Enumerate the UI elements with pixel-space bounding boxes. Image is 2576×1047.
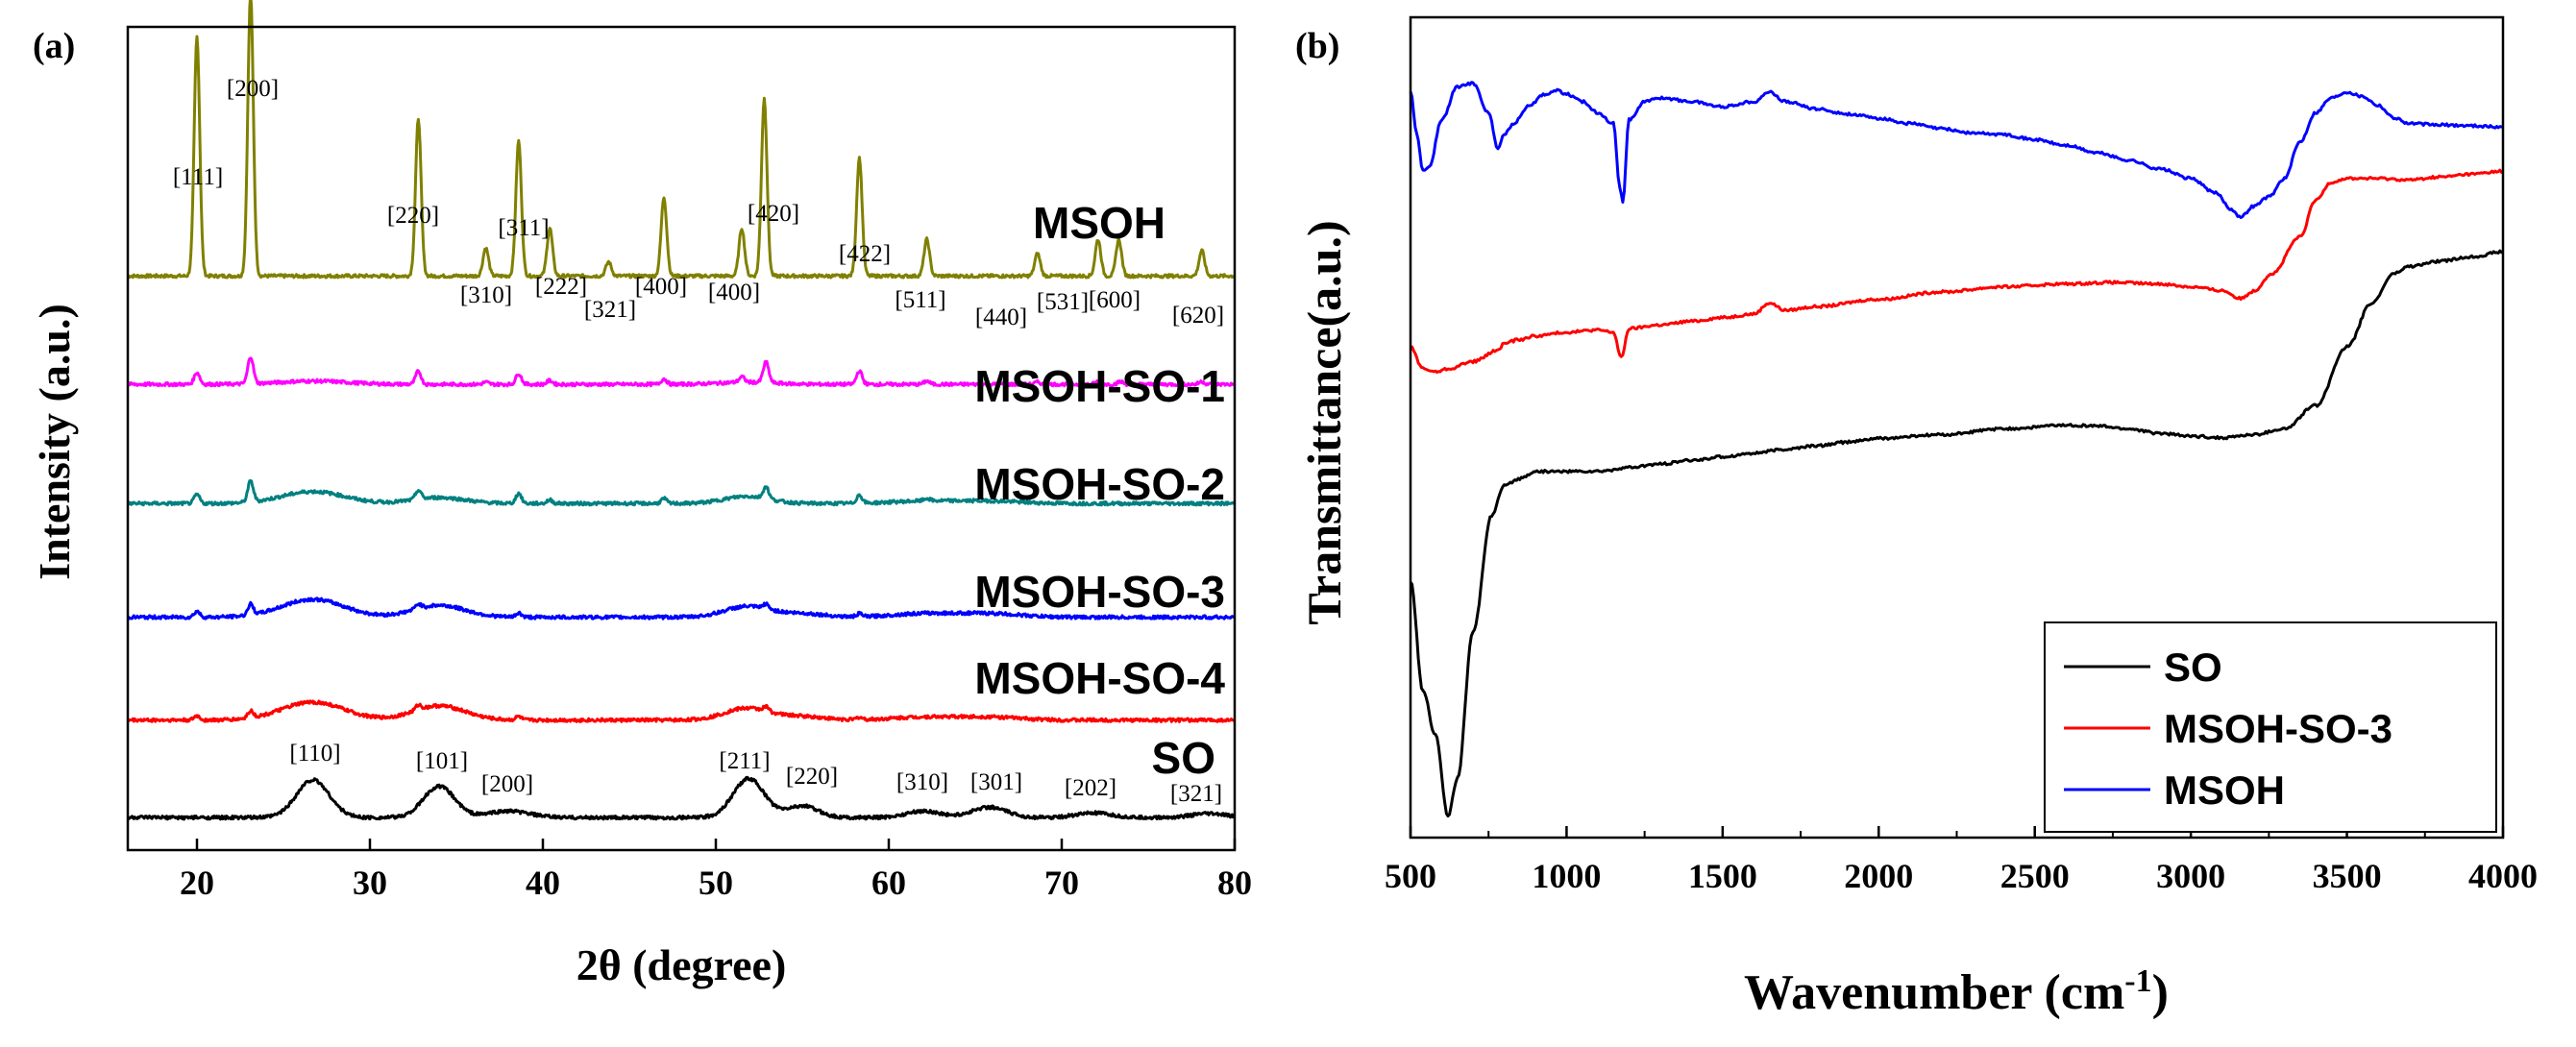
peak-label: [310] bbox=[460, 282, 512, 308]
panel-a-label: (a) bbox=[33, 26, 75, 66]
x-tick-label: 500 bbox=[1385, 857, 1436, 895]
peak-label: [220] bbox=[786, 764, 838, 790]
x-tick-label: 60 bbox=[871, 864, 906, 902]
series-label-so: SO bbox=[1152, 733, 1215, 783]
peak-label: [620] bbox=[1172, 303, 1224, 329]
xrd-series-lines bbox=[126, 0, 1237, 821]
ftir-x-axis-title-exponent: -1 bbox=[2124, 963, 2151, 999]
peak-label: [111] bbox=[173, 164, 223, 190]
x-tick-label: 4000 bbox=[2468, 857, 2538, 895]
msoh-peak-labels: [111] [200] [220] [310] [311] [222] [321… bbox=[173, 76, 1224, 330]
x-tick-label: 2000 bbox=[1844, 857, 1913, 895]
series-line-msoh-so-3 bbox=[127, 597, 1237, 621]
peak-label: [321] bbox=[584, 297, 636, 323]
peak-label: [531] bbox=[1037, 289, 1089, 315]
series-label-msoh-so-1: MSOH-SO-1 bbox=[974, 361, 1225, 411]
xrd-x-axis-ticks: 20 30 40 50 60 70 80 bbox=[180, 839, 1252, 902]
peak-label: [440] bbox=[975, 304, 1027, 330]
ftir-legend: SO MSOH-SO-3 MSOH bbox=[2044, 621, 2497, 833]
peak-label: [400] bbox=[708, 280, 760, 305]
x-tick-label: 1000 bbox=[1532, 857, 1601, 895]
ftir-y-axis-title: Transmittance(a.u.) bbox=[1297, 220, 1351, 624]
x-tick-label: 50 bbox=[699, 864, 733, 902]
peak-label: [600] bbox=[1089, 287, 1141, 313]
ftir-x-axis-title: Wavenumber (cm-1) bbox=[1744, 963, 2169, 1020]
xrd-y-axis-title: Intensity (a.u.) bbox=[30, 304, 79, 580]
xrd-plot-frame bbox=[126, 25, 1237, 852]
peak-label: [422] bbox=[839, 241, 891, 267]
peak-label: [202] bbox=[1065, 775, 1116, 801]
peak-label: [321] bbox=[1170, 781, 1222, 807]
peak-label: [101] bbox=[416, 748, 468, 774]
legend-entry-msoh: MSOH bbox=[2164, 767, 2285, 813]
x-tick-label: 80 bbox=[1217, 864, 1252, 902]
peak-label: [301] bbox=[970, 769, 1022, 795]
ftir-line-msoh bbox=[1409, 81, 2504, 219]
peak-label: [220] bbox=[387, 203, 439, 229]
peak-label: [420] bbox=[748, 201, 799, 227]
peak-label: [222] bbox=[535, 274, 587, 300]
peak-label: [200] bbox=[481, 771, 533, 797]
x-tick-label: 3500 bbox=[2313, 857, 2382, 895]
ftir-series-lines bbox=[1409, 81, 2504, 818]
peak-label: [200] bbox=[227, 76, 279, 102]
x-tick-label: 20 bbox=[180, 864, 214, 902]
series-label-msoh-so-2: MSOH-SO-2 bbox=[974, 459, 1225, 509]
series-line-msoh-so-4 bbox=[126, 699, 1237, 723]
x-tick-label: 2500 bbox=[2000, 857, 2070, 895]
so-peak-labels: [110] [101] [200] [211] [220] [310] [301… bbox=[289, 741, 1222, 807]
series-line-msoh-so-2 bbox=[127, 479, 1237, 507]
series-label-msoh-so-4: MSOH-SO-4 bbox=[974, 653, 1225, 703]
xrd-chart: (a) Intensity (a.u.) 20 30 40 50 60 70 80 2θ (… bbox=[30, 0, 1252, 989]
x-tick-label: 40 bbox=[526, 864, 560, 902]
ftir-x-axis-title-close: ) bbox=[2152, 965, 2169, 1020]
peak-label: [110] bbox=[289, 741, 340, 767]
x-tick-label: 3000 bbox=[2156, 857, 2225, 895]
peak-label: [311] bbox=[498, 215, 549, 241]
peak-label: [400] bbox=[635, 274, 687, 300]
ftir-line-so bbox=[1409, 249, 2504, 818]
series-line-msoh-so-1 bbox=[127, 356, 1237, 388]
peak-label: [310] bbox=[896, 769, 948, 795]
xrd-x-axis-title: 2θ (degree) bbox=[577, 940, 787, 989]
ftir-x-axis-title-main: Wavenumber (cm bbox=[1744, 965, 2124, 1020]
xrd-series-labels: MSOH MSOH-SO-1 MSOH-SO-2 MSOH-SO-3 MSOH-… bbox=[974, 198, 1225, 783]
ftir-x-axis-ticks: 500 1000 1500 2000 2500 3000 3500 4000 bbox=[1385, 826, 2538, 895]
series-label-msoh-so-3: MSOH-SO-3 bbox=[974, 567, 1225, 617]
x-tick-label: 1500 bbox=[1688, 857, 1757, 895]
series-line-msoh bbox=[127, 0, 1236, 280]
peak-label: [211] bbox=[719, 748, 770, 774]
peak-label: [511] bbox=[895, 287, 945, 313]
legend-entry-so: SO bbox=[2164, 645, 2222, 690]
ftir-chart: (b) Transmittance(a.u.) 500 1000 1500 2000 2… bbox=[1295, 15, 2538, 1020]
x-tick-label: 30 bbox=[353, 864, 387, 902]
x-tick-label: 70 bbox=[1044, 864, 1079, 902]
series-line-so bbox=[126, 775, 1237, 821]
series-label-msoh: MSOH bbox=[1033, 198, 1165, 248]
ftir-line-msoh-so-3 bbox=[1410, 168, 2504, 375]
legend-entry-msoh-so-3: MSOH-SO-3 bbox=[2164, 706, 2392, 751]
ftir-plot-frame bbox=[1409, 15, 2505, 840]
panel-b-label: (b) bbox=[1295, 26, 1339, 66]
